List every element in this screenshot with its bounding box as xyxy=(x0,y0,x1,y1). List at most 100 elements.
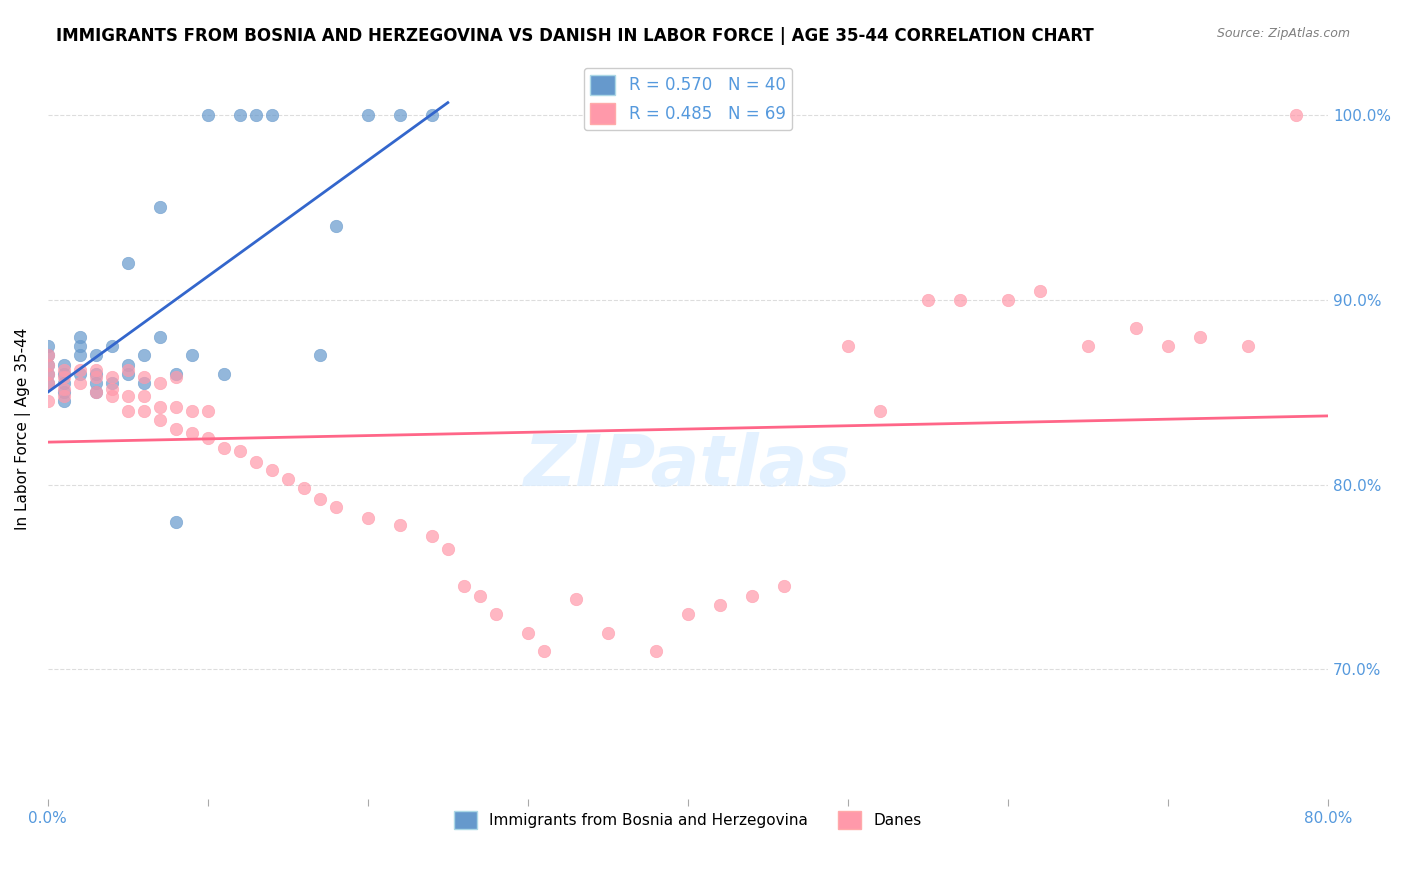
Point xyxy=(917,293,939,307)
Point xyxy=(52,370,75,384)
Y-axis label: In Labor Force | Age 35-44: In Labor Force | Age 35-44 xyxy=(15,328,31,531)
Point xyxy=(37,394,59,409)
Point xyxy=(197,403,219,417)
Point xyxy=(149,330,172,344)
Point xyxy=(773,579,796,593)
Point xyxy=(52,363,75,377)
Point xyxy=(132,370,155,384)
Point xyxy=(84,367,107,381)
Point xyxy=(37,358,59,372)
Point xyxy=(52,382,75,396)
Point xyxy=(117,389,139,403)
Legend: Immigrants from Bosnia and Herzegovina, Danes: Immigrants from Bosnia and Herzegovina, … xyxy=(449,805,928,836)
Point xyxy=(180,348,202,362)
Point xyxy=(165,515,187,529)
Text: ZIPatlas: ZIPatlas xyxy=(524,432,852,500)
Point xyxy=(741,589,763,603)
Point xyxy=(1189,330,1212,344)
Point xyxy=(69,363,91,377)
Point xyxy=(516,625,538,640)
Point xyxy=(420,529,443,543)
Point xyxy=(117,363,139,377)
Point xyxy=(709,598,731,612)
Point xyxy=(676,607,699,621)
Point xyxy=(100,382,122,396)
Point xyxy=(388,518,411,533)
Point xyxy=(292,481,315,495)
Point xyxy=(149,376,172,390)
Point xyxy=(308,492,330,507)
Point xyxy=(69,339,91,353)
Point xyxy=(52,367,75,381)
Point xyxy=(69,376,91,390)
Point xyxy=(37,367,59,381)
Point xyxy=(949,293,972,307)
Point xyxy=(132,389,155,403)
Point xyxy=(37,348,59,362)
Point xyxy=(180,403,202,417)
Point xyxy=(117,403,139,417)
Point xyxy=(197,108,219,122)
Point xyxy=(52,385,75,400)
Point xyxy=(165,422,187,436)
Point xyxy=(149,413,172,427)
Point xyxy=(37,367,59,381)
Point xyxy=(165,400,187,414)
Point xyxy=(1125,320,1147,334)
Point xyxy=(117,358,139,372)
Point xyxy=(132,348,155,362)
Point xyxy=(84,385,107,400)
Point xyxy=(357,511,380,525)
Point xyxy=(84,376,107,390)
Point xyxy=(52,389,75,403)
Point xyxy=(388,108,411,122)
Point xyxy=(277,472,299,486)
Point xyxy=(1285,108,1308,122)
Point xyxy=(37,358,59,372)
Point xyxy=(165,370,187,384)
Point xyxy=(84,348,107,362)
Point xyxy=(52,394,75,409)
Point xyxy=(453,579,475,593)
Point xyxy=(596,625,619,640)
Point xyxy=(245,108,267,122)
Point xyxy=(100,376,122,390)
Point xyxy=(180,425,202,440)
Text: IMMIGRANTS FROM BOSNIA AND HERZEGOVINA VS DANISH IN LABOR FORCE | AGE 35-44 CORR: IMMIGRANTS FROM BOSNIA AND HERZEGOVINA V… xyxy=(56,27,1094,45)
Point xyxy=(132,403,155,417)
Point xyxy=(165,367,187,381)
Point xyxy=(69,367,91,381)
Point xyxy=(468,589,491,603)
Point xyxy=(869,403,891,417)
Point xyxy=(100,370,122,384)
Point xyxy=(308,348,330,362)
Point xyxy=(245,455,267,469)
Point xyxy=(1029,284,1052,298)
Point xyxy=(1077,339,1099,353)
Point xyxy=(52,376,75,390)
Point xyxy=(1237,339,1260,353)
Point xyxy=(69,330,91,344)
Point xyxy=(1157,339,1180,353)
Point xyxy=(52,358,75,372)
Point xyxy=(357,108,380,122)
Point xyxy=(644,644,666,658)
Point xyxy=(37,376,59,390)
Point xyxy=(260,463,283,477)
Point xyxy=(69,348,91,362)
Point xyxy=(84,370,107,384)
Point xyxy=(260,108,283,122)
Point xyxy=(325,219,347,233)
Point xyxy=(37,348,59,362)
Point xyxy=(565,592,588,607)
Point xyxy=(37,339,59,353)
Point xyxy=(117,256,139,270)
Point xyxy=(212,367,235,381)
Point xyxy=(149,201,172,215)
Point xyxy=(997,293,1019,307)
Point xyxy=(84,385,107,400)
Point xyxy=(229,108,252,122)
Point xyxy=(100,339,122,353)
Point xyxy=(117,367,139,381)
Point xyxy=(533,644,555,658)
